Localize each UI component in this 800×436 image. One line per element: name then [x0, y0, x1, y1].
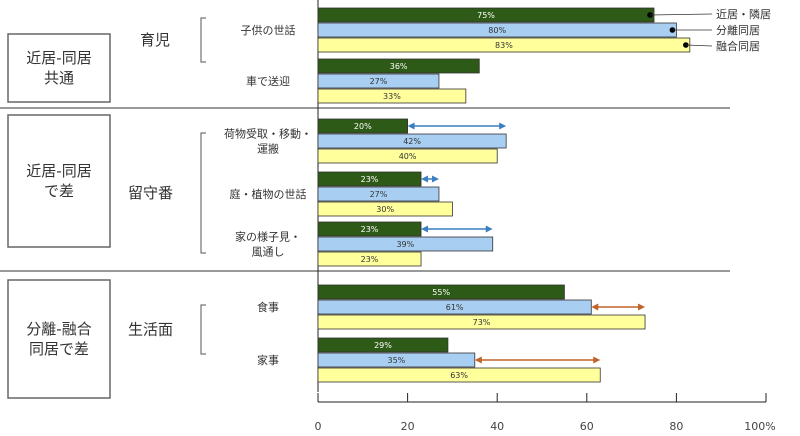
bar-value-label: 23%	[361, 225, 379, 234]
group-sublabel: 育児	[140, 31, 170, 49]
legend-entry: 分離同居	[716, 23, 760, 37]
bar-value-label: 35%	[388, 356, 406, 365]
difference-arrow-head-left	[407, 122, 415, 130]
bar-value-label: 40%	[399, 152, 417, 161]
difference-arrow-head-right	[638, 303, 646, 311]
category-label: 車で送迎	[246, 74, 290, 88]
bar-近居・隣居	[317, 58, 480, 74]
bar-近居・隣居	[317, 284, 565, 300]
bar-分離同居	[317, 133, 507, 149]
bar-value-label: 73%	[473, 318, 491, 327]
bar-value-label: 27%	[370, 190, 388, 199]
bar-分離同居	[317, 73, 440, 89]
group-bracket	[200, 17, 206, 63]
bar-value-label: 27%	[370, 77, 388, 86]
bar-value-label: 20%	[354, 122, 372, 131]
difference-arrow-head-right	[593, 356, 601, 364]
category-label: 風通し	[252, 246, 285, 259]
x-tick-label: 20	[401, 420, 415, 433]
x-tick-label: 0	[315, 420, 322, 433]
x-tick-label: 40	[490, 420, 504, 433]
category-label: 家事	[257, 353, 279, 367]
category-label: 庭・植物の世話	[230, 187, 307, 201]
bar-value-label: 63%	[450, 371, 468, 380]
bar-value-label: 33%	[383, 92, 401, 101]
group-label: 同居で差	[29, 340, 89, 358]
x-tick-label: 80	[669, 420, 683, 433]
bar-value-label: 75%	[477, 11, 495, 20]
bar-value-label: 55%	[432, 288, 450, 297]
group-label: で差	[44, 182, 74, 200]
legend-leader-line	[685, 44, 713, 47]
difference-arrow-head-left	[421, 225, 429, 233]
category-label: 運搬	[257, 142, 279, 156]
group-label: 分離-融合	[26, 320, 91, 338]
legend-entry: 融合同居	[716, 39, 760, 53]
x-tick-label: 100%	[744, 420, 775, 433]
category-label: 子供の世話	[241, 23, 296, 37]
bar-融合同居	[317, 88, 467, 104]
group-box	[7, 114, 111, 248]
bar-融合同居	[317, 314, 646, 330]
difference-arrow-head-right	[485, 225, 493, 233]
group-box	[7, 279, 111, 399]
bar-value-label: 23%	[361, 255, 379, 264]
group-bracket	[200, 132, 206, 254]
bar-分離同居	[317, 186, 440, 202]
group-sublabel: 留守番	[128, 184, 173, 202]
group-label: 共通	[44, 69, 74, 87]
bar-融合同居	[317, 148, 498, 164]
bar-value-label: 23%	[361, 175, 379, 184]
bar-value-label: 61%	[446, 303, 464, 312]
group-bracket	[200, 304, 206, 355]
x-tick-label: 60	[580, 420, 594, 433]
difference-arrow-head-left	[421, 175, 429, 183]
difference-arrow-head-right	[499, 122, 507, 130]
category-label: 荷物受取・移動・	[224, 127, 312, 141]
difference-arrow-head-left	[474, 356, 482, 364]
bar-近居・隣居	[317, 337, 449, 353]
bar-融合同居	[317, 367, 601, 383]
bar-value-label: 36%	[390, 62, 408, 71]
group-label: 近居-同居	[26, 49, 91, 67]
group-label: 近居-同居	[26, 162, 91, 180]
bar-融合同居	[317, 251, 422, 267]
group-sublabel: 生活面	[128, 321, 173, 339]
bar-value-label: 39%	[396, 240, 414, 249]
bar-value-label: 29%	[374, 341, 392, 350]
difference-arrow-head-right	[431, 175, 439, 183]
legend-entry: 近居・隣居	[716, 7, 771, 21]
bar-value-label: 83%	[495, 41, 513, 50]
bar-融合同居	[317, 201, 453, 217]
bar-value-label: 30%	[376, 205, 394, 214]
difference-arrow-head-left	[591, 303, 599, 311]
category-label: 食事	[257, 300, 279, 314]
bar-分離同居	[317, 236, 494, 252]
bar-value-label: 80%	[488, 26, 506, 35]
legend-leader-line	[649, 13, 713, 16]
category-label: 家の様子見・	[235, 230, 301, 244]
group-box	[7, 33, 111, 103]
bar-value-label: 42%	[403, 137, 421, 146]
